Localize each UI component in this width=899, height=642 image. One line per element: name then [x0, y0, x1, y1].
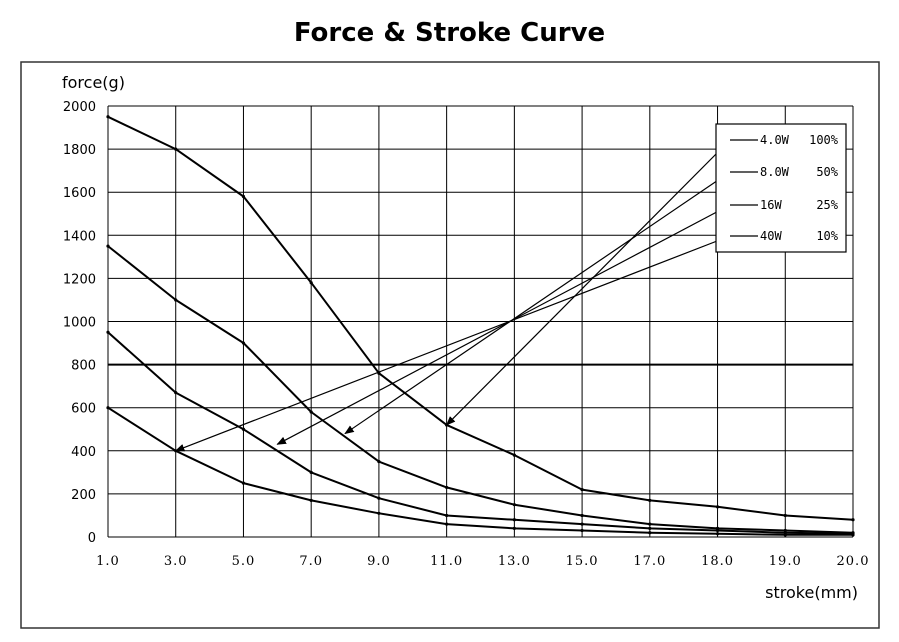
series-point: [580, 522, 584, 526]
y-tick-label: 600: [71, 402, 96, 417]
x-tick-label: 13.0: [498, 554, 531, 569]
x-tick-label: 5.0: [232, 554, 256, 569]
x-tick-label: 15.0: [566, 554, 599, 569]
series-point: [715, 505, 720, 509]
x-tick-label: 7.0: [299, 554, 323, 569]
annotation-arrow: [174, 235, 731, 452]
y-tick-label: 1200: [63, 272, 96, 287]
series-point: [580, 528, 584, 533]
series-point: [580, 513, 584, 518]
series-lines: [106, 115, 855, 537]
y-tick-label: 1600: [63, 186, 96, 201]
series-point: [783, 513, 787, 518]
series-point: [715, 532, 720, 536]
series-point: [445, 513, 449, 518]
series-point: [715, 528, 720, 533]
series-point: [445, 485, 449, 490]
series-point: [648, 531, 652, 535]
series-point: [309, 281, 313, 285]
legend-box: [715, 123, 847, 253]
series-point: [241, 481, 246, 485]
series-line-1: [107, 115, 854, 521]
y-tick-label: 1400: [63, 229, 96, 244]
x-tick-label: 20.0: [837, 554, 870, 569]
series-point: [309, 470, 313, 474]
series-point: [174, 298, 178, 302]
series-point: [851, 518, 855, 522]
series-point: [445, 522, 449, 526]
legend-percent: 100%: [809, 133, 839, 147]
annotation-arrow: [445, 139, 731, 426]
series-point: [580, 487, 584, 492]
legend-watt: 8.0W: [760, 165, 790, 179]
legend: 4.0W 100% 8.0W 50% 16W 25% 40W 10%: [715, 123, 847, 253]
annotation-arrow: [276, 204, 731, 445]
series-point: [512, 503, 516, 507]
legend-watt: 40W: [760, 229, 782, 243]
legend-watt: 16W: [760, 198, 782, 212]
series-point: [851, 533, 855, 537]
x-ticks: 1.0 3.0 5.0 7.0 9.0 11.0 13.0 15.0 17.0 18.0 19.0 2…: [96, 554, 870, 569]
series-point: [512, 526, 516, 530]
series-point: [512, 518, 516, 522]
series-point: [648, 498, 652, 502]
y-tick-label: 400: [71, 445, 96, 460]
series-point: [648, 522, 652, 526]
figure-border: [20, 61, 880, 629]
series-point: [512, 453, 516, 457]
x-tick-label: 9.0: [367, 554, 391, 569]
y-ticks: 0 200 400 600 800 1000 1200 1400 1600 1800 2000: [63, 100, 96, 546]
x-tick-label: 1.0: [96, 554, 120, 569]
x-tick-label: 18.0: [701, 554, 734, 569]
y-tick-label: 1800: [63, 143, 96, 158]
legend-percent: 10%: [816, 229, 838, 243]
y-tick-label: 800: [71, 359, 96, 374]
series-point: [106, 244, 110, 248]
series-point: [174, 147, 178, 151]
series-line-4: [107, 406, 853, 536]
series-point: [648, 526, 652, 530]
series-point: [309, 498, 313, 502]
series-point: [174, 391, 178, 395]
series-point: [377, 459, 381, 464]
legend-percent: 50%: [816, 165, 838, 179]
legend-percent: 25%: [816, 198, 838, 212]
y-tick-label: 0: [88, 531, 96, 546]
series-point: [106, 115, 110, 119]
series-point: [377, 496, 381, 500]
x-tick-label: 19.0: [769, 554, 802, 569]
annotation-arrows: [174, 139, 731, 452]
series-point: [377, 511, 381, 515]
series-point: [309, 410, 313, 414]
annotation-arrow: [344, 171, 731, 435]
series-point: [241, 341, 246, 345]
series-point: [106, 330, 110, 334]
series-line-2: [107, 245, 854, 534]
series-line-3: [107, 331, 854, 535]
x-axis-label: stroke(mm): [765, 583, 858, 602]
chart-title: Force & Stroke Curve: [293, 18, 606, 48]
x-tick-label: 17.0: [633, 554, 666, 569]
series-point: [241, 194, 246, 199]
x-tick-label: 11.0: [430, 554, 463, 569]
y-tick-label: 1000: [63, 316, 96, 331]
y-axis-label: force(g): [62, 73, 125, 92]
y-tick-label: 2000: [63, 100, 96, 115]
x-tick-label: 3.0: [164, 554, 188, 569]
series-point: [106, 406, 110, 410]
legend-watt: 4.0W: [760, 133, 790, 147]
series-point: [783, 533, 787, 537]
series-point: [241, 427, 246, 431]
y-tick-label: 200: [71, 488, 96, 503]
